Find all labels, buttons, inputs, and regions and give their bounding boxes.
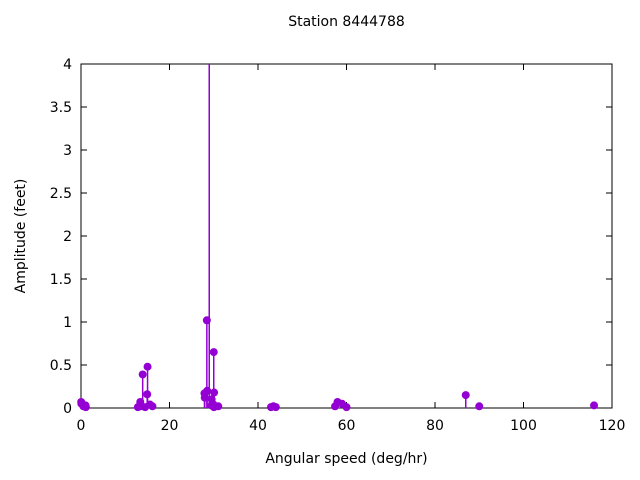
- y-tick-label: 1.5: [50, 272, 72, 288]
- y-tick-label: 2.5: [50, 186, 72, 202]
- data-point: [475, 402, 484, 411]
- x-tick-label: 80: [426, 418, 444, 434]
- y-tick-label: 3: [63, 143, 72, 159]
- data-point: [342, 403, 351, 412]
- data-point: [148, 402, 157, 411]
- y-tick-label: 2: [63, 229, 72, 245]
- data-point: [209, 348, 218, 357]
- y-tick-label: 4: [63, 57, 72, 73]
- x-tick-label: 100: [510, 418, 537, 434]
- plot-border: [80, 63, 613, 409]
- data-point: [271, 403, 280, 412]
- data-point: [461, 391, 470, 400]
- x-tick-label: 0: [77, 418, 86, 434]
- data-point: [138, 370, 147, 379]
- data-point: [143, 362, 152, 371]
- x-tick-label: 60: [338, 418, 356, 434]
- data-point: [81, 403, 90, 412]
- y-tick-label: 3.5: [50, 100, 72, 116]
- y-tick-label: 1: [63, 315, 72, 331]
- x-tick-label: 120: [599, 418, 626, 434]
- y-axis-label: Amplitude (feet): [13, 178, 29, 294]
- x-tick-label: 40: [249, 418, 267, 434]
- data-point: [590, 401, 599, 410]
- data-point: [210, 388, 219, 397]
- x-axis-label: Angular speed (deg/hr): [265, 451, 428, 467]
- data-point: [214, 402, 223, 411]
- y-tick-label: 0.5: [50, 358, 72, 374]
- chart-title: Station 8444788: [288, 14, 405, 30]
- y-tick-label: 0: [63, 401, 72, 417]
- x-tick-label: 20: [161, 418, 179, 434]
